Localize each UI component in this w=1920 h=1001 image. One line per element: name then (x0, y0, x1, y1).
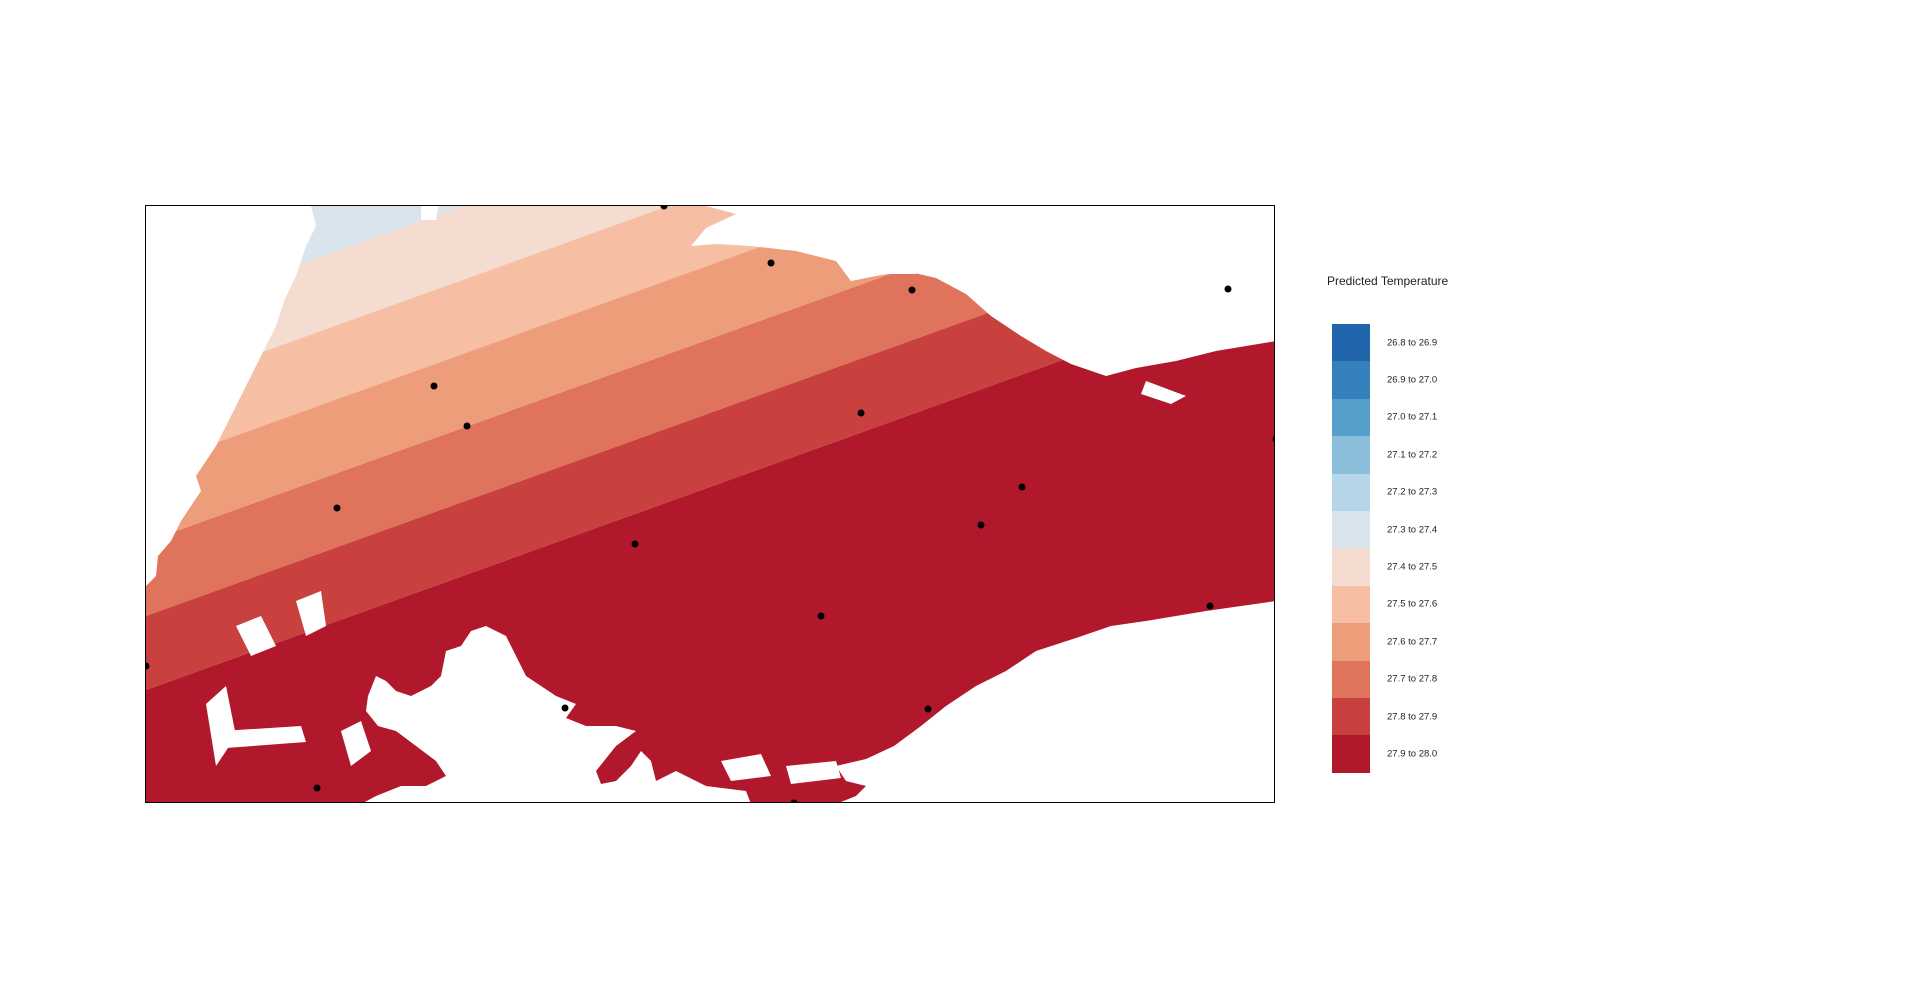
temperature-band (146, 283, 1274, 802)
legend-item: 27.0 to 27.1 (1332, 398, 1572, 437)
legend-swatch (1332, 585, 1370, 624)
station-marker (924, 705, 932, 713)
legend-label: 27.8 to 27.9 (1387, 711, 1438, 723)
legend-item: 26.8 to 26.9 (1332, 324, 1572, 362)
station-marker (817, 612, 825, 620)
legend-label: 27.3 to 27.4 (1387, 524, 1438, 536)
station-marker (146, 662, 150, 670)
legend-item: 26.9 to 27.0 (1332, 361, 1572, 399)
station-marker (463, 422, 471, 430)
legend-item: 27.7 to 27.8 (1332, 660, 1572, 698)
legend-swatch (1332, 660, 1370, 698)
legend-item: 27.6 to 27.7 (1332, 623, 1572, 661)
legend: Predicted Temperature 26.8 to 26.9 26.9 t… (1327, 270, 1587, 790)
legend-label: 27.1 to 27.2 (1387, 449, 1438, 461)
legend-label: 27.5 to 27.6 (1387, 598, 1438, 610)
station-marker (430, 382, 438, 390)
station-marker (1224, 285, 1232, 293)
temperature-map (146, 206, 1274, 802)
legend-label: 26.9 to 27.0 (1387, 374, 1438, 386)
station-marker (767, 259, 775, 267)
legend-swatch (1332, 436, 1370, 474)
legend-swatch (1332, 548, 1370, 586)
station-marker (908, 286, 916, 294)
station-marker (313, 784, 321, 792)
legend-item: 27.3 to 27.4 (1332, 511, 1572, 549)
legend-swatch (1332, 698, 1370, 736)
temperature-band (146, 206, 1274, 542)
station-marker (333, 504, 341, 512)
station-marker (790, 799, 798, 802)
legend-swatch (1332, 398, 1370, 437)
temperature-band (146, 209, 1274, 690)
station-marker (977, 521, 985, 529)
legend-label: 26.8 to 26.9 (1387, 337, 1438, 349)
legend-label: 27.2 to 27.3 (1387, 486, 1438, 498)
legend-swatch (1332, 473, 1370, 511)
station-marker (857, 409, 865, 417)
station-marker (631, 540, 639, 548)
legend-item: 27.2 to 27.3 (1332, 473, 1572, 511)
legend-label: 27.9 to 28.0 (1387, 748, 1438, 760)
legend-title: Predicted Temperature (1327, 274, 1449, 288)
station-marker (1272, 436, 1274, 442)
station-marker (1018, 483, 1026, 491)
water-features (206, 206, 1186, 786)
legend-label: 27.0 to 27.1 (1387, 411, 1438, 423)
legend-item: 27.4 to 27.5 (1332, 548, 1572, 586)
legend-item: 27.9 to 28.0 (1332, 735, 1572, 773)
station-marker (561, 704, 569, 712)
map-panel (145, 205, 1275, 803)
legend-swatch (1332, 735, 1370, 773)
legend-label: 27.6 to 27.7 (1387, 636, 1438, 648)
station-marker (1206, 602, 1214, 610)
legend-swatch (1332, 623, 1370, 661)
legend-item: 27.1 to 27.2 (1332, 436, 1572, 474)
legend-item: 27.8 to 27.9 (1332, 698, 1572, 736)
temperature-band (146, 206, 1274, 394)
legend-label: 27.7 to 27.8 (1387, 673, 1438, 685)
legend-label: 27.4 to 27.5 (1387, 561, 1438, 573)
legend-swatch (1332, 511, 1370, 549)
temperature-bands (146, 206, 1274, 802)
weather-stations (146, 206, 1274, 802)
legend-item: 27.5 to 27.6 (1332, 585, 1572, 624)
station-marker (660, 206, 668, 210)
legend-swatch (1332, 324, 1370, 362)
legend-swatch (1332, 361, 1370, 399)
